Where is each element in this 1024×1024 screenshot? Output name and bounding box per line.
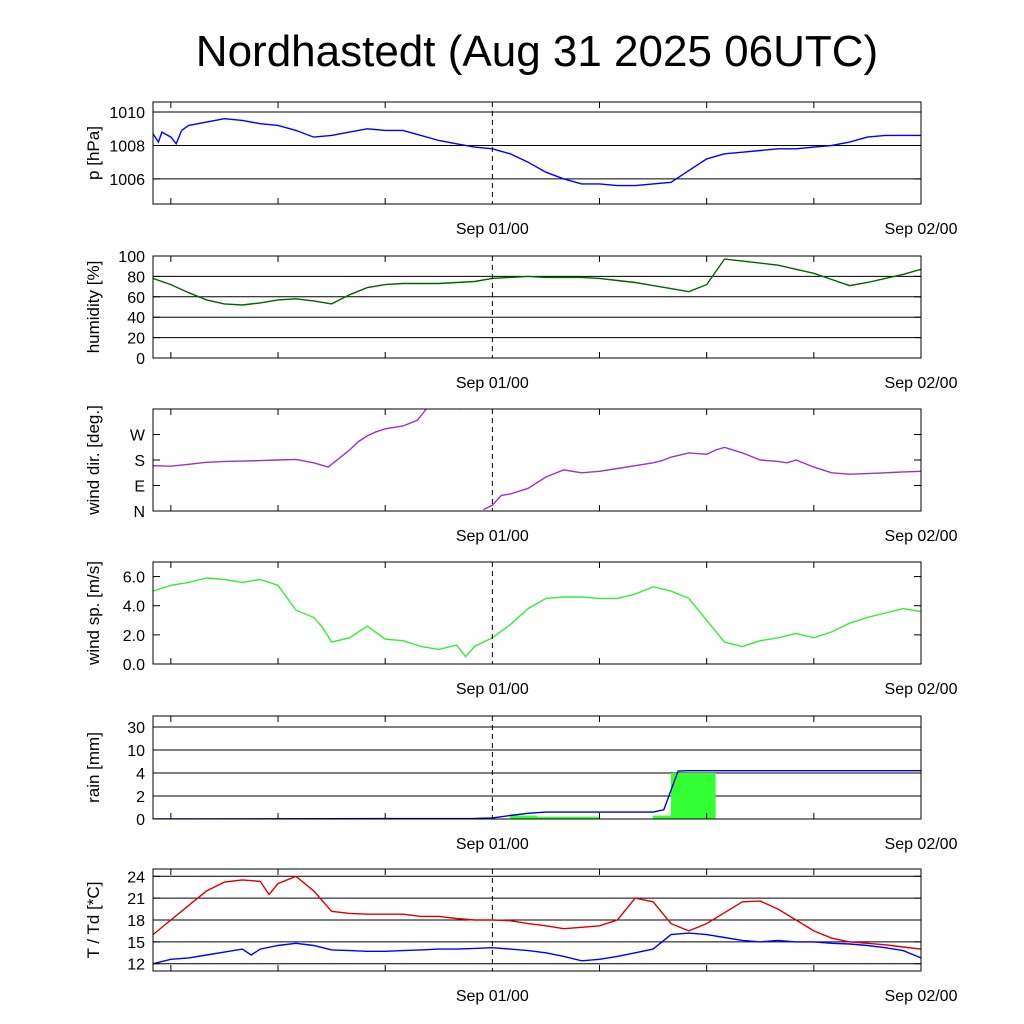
y-tick-label: N — [133, 504, 145, 521]
panel-frame — [152, 715, 922, 820]
panel-frame — [152, 561, 922, 665]
y-tick-label: 20 — [127, 331, 145, 348]
y-tick-label: W — [130, 428, 146, 445]
x-tick-label: Sep 01/00 — [456, 681, 529, 698]
panel-pressure: 1006 1008 1010 Sep 01/00 Sep 02/00 p [hPa] — [84, 101, 958, 238]
y-tick-label: 24 — [127, 869, 145, 886]
y-tick-label: 6.0 — [123, 570, 145, 587]
panel-frame — [152, 255, 922, 359]
rain-bar — [670, 773, 716, 819]
y-axis-label: T / Td [*C] — [84, 882, 103, 959]
x-tick-label: Sep 01/00 — [456, 221, 529, 238]
chart-title: Nordhastedt (Aug 31 2025 06UTC) — [196, 27, 878, 76]
x-tick-label: Sep 02/00 — [885, 836, 958, 853]
series-line-relative-humidity — [153, 258, 921, 306]
y-tick-label: E — [134, 479, 145, 496]
y-tick-label: 15 — [127, 935, 145, 952]
panel-rain: 0 2 4 10 30 Sep 01/00 Sep 02/00 rain [mm] — [84, 715, 958, 853]
y-tick-label: 18 — [127, 913, 145, 930]
y-tick-label: 21 — [127, 891, 145, 908]
y-tick-label: 12 — [127, 957, 145, 974]
series-group — [153, 258, 921, 306]
y-tick-label: 4 — [136, 766, 145, 783]
x-tick-label: Sep 02/00 — [885, 375, 958, 392]
panel-humidity: 0 20 40 60 80 100 Sep 01/00 Sep 02/00 humidity [… — [84, 249, 958, 392]
series-line-temperature — [153, 875, 921, 950]
y-tick-label: 100 — [118, 249, 145, 266]
y-tick-label: 0.0 — [123, 657, 145, 674]
y-tick-label: 0 — [136, 351, 145, 368]
y-axis-label: rain [mm] — [84, 732, 103, 803]
series-line-dewpoint — [153, 932, 921, 965]
series-group — [153, 577, 921, 658]
panel-temperature: 12 15 18 21 24 Sep 01/00 Sep 02/00 T / Td [*C] — [84, 868, 958, 1005]
series-group — [153, 875, 921, 965]
x-tick-label: Sep 02/00 — [885, 988, 958, 1005]
y-axis-label: wind sp. [m/s] — [84, 561, 103, 666]
x-tick-label: Sep 01/00 — [456, 836, 529, 853]
x-tick-label: Sep 01/00 — [456, 988, 529, 1005]
y-tick-label: S — [134, 453, 145, 470]
x-tick-label: Sep 01/00 — [456, 528, 529, 545]
x-tick-label: Sep 02/00 — [885, 221, 958, 238]
series-line-accumulated-rain — [153, 770, 921, 819]
series-group — [153, 770, 921, 819]
panel-wind-speed: 0.0 2.0 4.0 6.0 Sep 01/00 Sep 02/00 wind sp. [… — [84, 561, 958, 698]
y-tick-label: 4.0 — [123, 599, 145, 616]
series-line-wind-direction — [153, 409, 462, 468]
y-tick-label: 1010 — [109, 105, 145, 122]
y-tick-label: 60 — [127, 290, 145, 307]
y-tick-label: 80 — [127, 269, 145, 286]
series-group — [153, 409, 921, 511]
panel-frame — [152, 101, 922, 205]
series-line-wind-speed — [153, 577, 921, 658]
series-line-pressure — [153, 117, 921, 187]
x-tick-label: Sep 01/00 — [456, 375, 529, 392]
y-tick-label: 10 — [127, 743, 145, 760]
x-tick-label: Sep 02/00 — [885, 681, 958, 698]
y-tick-label: 1006 — [109, 172, 145, 189]
rain-bar — [510, 815, 537, 819]
rain-bar — [537, 816, 600, 819]
y-axis-label: wind dir. [deg.] — [84, 405, 103, 516]
series-line-wind-direction — [483, 446, 921, 511]
y-tick-label: 2 — [136, 789, 145, 806]
rain-bar — [653, 815, 671, 819]
y-tick-label: 1008 — [109, 138, 145, 155]
y-tick-label: 40 — [127, 310, 145, 327]
y-tick-label: 2.0 — [123, 628, 145, 645]
y-axis-label: p [hPa] — [84, 126, 103, 180]
y-tick-label: 30 — [127, 720, 145, 737]
x-tick-label: Sep 02/00 — [885, 528, 958, 545]
y-axis-label: humidity [%] — [84, 261, 103, 354]
y-tick-label: 0 — [136, 812, 145, 829]
series-group — [153, 117, 921, 187]
